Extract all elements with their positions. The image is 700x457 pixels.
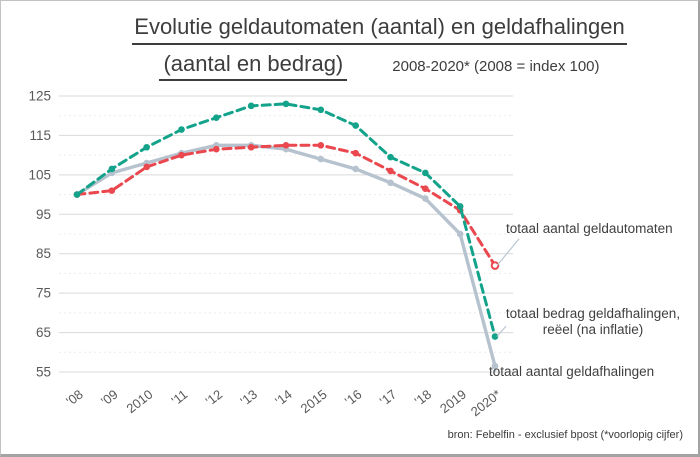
svg-text:'18: '18 <box>412 387 435 409</box>
series-label-bedrag-geldafhalingen: totaal bedrag geldafhalingen, reëel (na … <box>495 306 691 338</box>
series-label-aantal-geldafhalingen: totaal aantal geldafhalingen <box>489 364 655 379</box>
svg-text:'11: '11 <box>169 387 191 409</box>
svg-text:2010: 2010 <box>123 387 155 417</box>
title-block: Evolutie geldautomaten (aantal) en gelda… <box>71 13 688 81</box>
svg-text:'17: '17 <box>377 387 400 409</box>
svg-text:85: 85 <box>36 246 51 261</box>
svg-text:75: 75 <box>36 286 51 301</box>
page-title-line2: (aantal en bedrag) <box>159 51 348 81</box>
svg-text:'08: '08 <box>63 387 86 409</box>
page-title-line1: Evolutie geldautomaten (aantal) en gelda… <box>132 13 627 45</box>
source-note: bron: Febelfin - exclusief bpost (*voorl… <box>447 429 683 441</box>
svg-text:115: 115 <box>29 128 51 143</box>
svg-text:95: 95 <box>36 207 51 222</box>
svg-text:2020*: 2020* <box>468 387 504 420</box>
svg-text:'14: '14 <box>272 387 295 409</box>
svg-text:2015: 2015 <box>298 387 330 417</box>
svg-text:'12: '12 <box>203 387 226 409</box>
series-label-bedrag-line2: reëel (na inflatie) <box>542 321 644 337</box>
svg-text:'09: '09 <box>98 387 121 409</box>
svg-text:2019: 2019 <box>437 387 469 417</box>
svg-text:'13: '13 <box>237 387 260 409</box>
svg-text:55: 55 <box>36 365 51 380</box>
chart-subtitle: 2008-2020* (2008 = index 100) <box>392 57 600 75</box>
svg-text:105: 105 <box>28 167 51 182</box>
svg-text:125: 125 <box>28 89 51 104</box>
svg-text:65: 65 <box>36 325 51 340</box>
svg-text:'16: '16 <box>342 387 365 409</box>
series-label-bedrag-line1: totaal bedrag geldafhalingen, <box>505 306 681 321</box>
series-label-geldautomaten: totaal aantal geldautomaten <box>506 221 673 236</box>
